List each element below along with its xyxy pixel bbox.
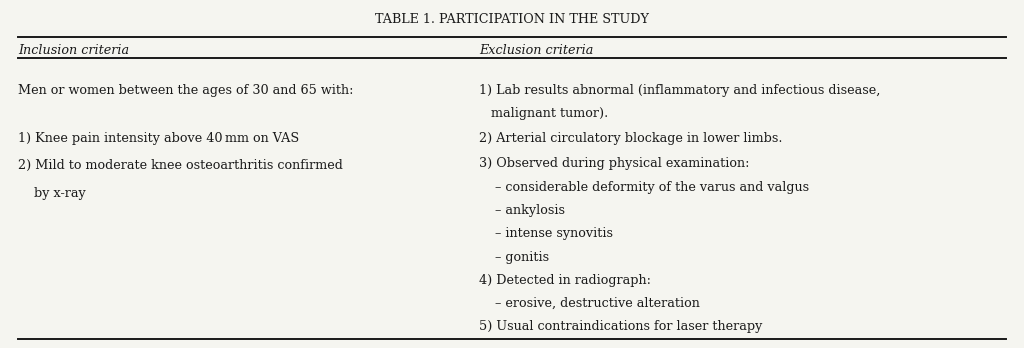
Text: TABLE 1. PARTICIPATION IN THE STUDY: TABLE 1. PARTICIPATION IN THE STUDY — [375, 13, 649, 26]
Text: Men or women between the ages of 30 and 65 with:: Men or women between the ages of 30 and … — [18, 84, 354, 96]
Text: 2) Arterial circulatory blockage in lower limbs.: 2) Arterial circulatory blockage in lowe… — [479, 132, 782, 145]
Text: Exclusion criteria: Exclusion criteria — [479, 44, 594, 56]
Text: 4) Detected in radiograph:: 4) Detected in radiograph: — [479, 274, 651, 287]
Text: 1) Knee pain intensity above 40 mm on VAS: 1) Knee pain intensity above 40 mm on VA… — [18, 132, 300, 144]
Text: 3) Observed during physical examination:: 3) Observed during physical examination: — [479, 157, 750, 169]
Text: – gonitis: – gonitis — [479, 251, 549, 263]
Text: – ankylosis: – ankylosis — [479, 204, 565, 217]
Text: by x-ray: by x-ray — [18, 187, 86, 200]
Text: – erosive, destructive alteration: – erosive, destructive alteration — [479, 297, 700, 310]
Text: – intense synovitis: – intense synovitis — [479, 227, 613, 240]
Text: malignant tumor).: malignant tumor). — [479, 107, 608, 120]
Text: 5) Usual contraindications for laser therapy: 5) Usual contraindications for laser the… — [479, 320, 763, 333]
Text: 2) Mild to moderate knee osteoarthritis confirmed: 2) Mild to moderate knee osteoarthritis … — [18, 159, 343, 172]
Text: – considerable deformity of the varus and valgus: – considerable deformity of the varus an… — [479, 181, 809, 194]
Text: Inclusion criteria: Inclusion criteria — [18, 44, 130, 56]
Text: 1) Lab results abnormal (inflammatory and infectious disease,: 1) Lab results abnormal (inflammatory an… — [479, 84, 881, 96]
